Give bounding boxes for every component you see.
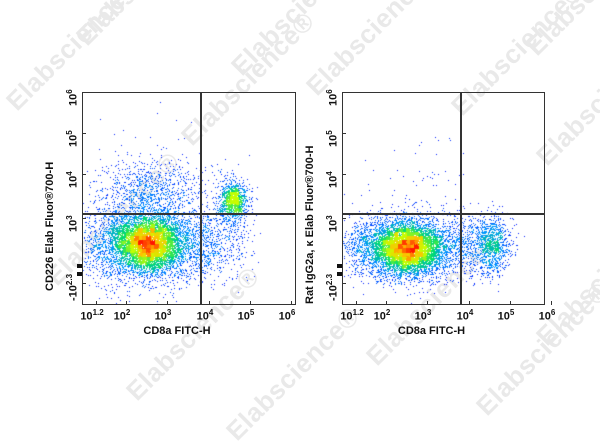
scatter-density-right (342, 92, 545, 305)
watermark-text: Elabscience® (300, 0, 446, 102)
y-tick-label: 104 (65, 171, 80, 188)
watermark-text: Elabscience® (520, 0, 600, 62)
x-tick-mark (551, 301, 552, 305)
watermark-text: Elabscience® (120, 260, 266, 407)
watermark-text: Elabscience® (175, 5, 321, 152)
y-tick-mark (342, 283, 346, 284)
quadrant-gate-vertical-left[interactable] (200, 92, 202, 305)
quadrant-gate-horizontal-left[interactable] (82, 213, 296, 215)
y-tick-label: 105 (65, 130, 80, 147)
y-tick-label: 106 (65, 89, 80, 106)
x-tick-label: 103 (154, 308, 172, 323)
axis-zero-marker (337, 264, 342, 268)
watermark-text: Elabscience® (360, 225, 506, 372)
y-tick-mark (342, 133, 346, 134)
watermark-text: Elabscience® (530, 25, 600, 172)
x-tick-label: 103 (414, 308, 432, 323)
plot-cd226-vs-cd8a: 101.2 102 103 104 105 106 106 105 104 103 -102.3 … (44, 89, 296, 337)
y-tick-label: 104 (325, 171, 340, 188)
y-tick-mark (342, 174, 346, 175)
x-tick-mark (209, 301, 210, 305)
x-tick-label: 104 (196, 308, 214, 323)
x-tick-mark (291, 301, 292, 305)
y-axis-label-right: Rat IgG2a, κ Elab Fluor®700-H (304, 145, 316, 304)
x-tick-mark (386, 301, 387, 305)
quadrant-gate-horizontal-right[interactable] (342, 213, 545, 215)
watermark-text: Elabscience® (530, 205, 600, 352)
axis-zero-marker (77, 264, 82, 268)
y-tick-mark (82, 174, 86, 175)
watermark-text: Elabscience® (445, 0, 591, 122)
y-tick-label: 106 (325, 89, 340, 106)
y-tick-mark (82, 283, 86, 284)
y-tick-label: 103 (325, 215, 340, 232)
y-tick-label: 103 (65, 215, 80, 232)
x-tick-label: 105 (497, 308, 515, 323)
x-tick-mark (356, 301, 357, 305)
x-tick-label: 106 (538, 308, 556, 323)
quadrant-gate-vertical-right[interactable] (460, 92, 462, 305)
watermark-text: Elabscience® (0, 0, 146, 117)
x-tick-label: 102 (113, 308, 131, 323)
x-tick-mark (126, 301, 127, 305)
y-tick-mark (342, 92, 346, 93)
y-tick-mark (82, 218, 86, 219)
x-tick-mark (96, 301, 97, 305)
y-tick-mark (342, 218, 346, 219)
plot-frame-right (342, 92, 545, 305)
x-tick-mark (510, 301, 511, 305)
axis-zero-marker (337, 272, 342, 276)
x-tick-label: 101.2 (80, 308, 104, 323)
x-tick-mark (167, 301, 168, 305)
axis-zero-marker (77, 272, 82, 276)
y-tick-label: -102.3 (325, 273, 340, 301)
x-tick-mark (427, 301, 428, 305)
plot-isotype-vs-cd8a: 101.2 102 103 104 105 106 106 105 104 103 -102.3 … (304, 89, 556, 337)
y-tick-label: -102.3 (65, 273, 80, 301)
x-tick-mark (469, 301, 470, 305)
y-tick-label: 105 (325, 130, 340, 147)
watermark-text: Elabscience® (225, 0, 371, 82)
x-axis-label-left: CD8a FITC-H (143, 325, 211, 337)
scatter-density-left (82, 92, 296, 305)
x-tick-label: 106 (278, 308, 296, 323)
x-tick-label: 101.2 (340, 308, 364, 323)
watermark-text: Elabscience® (470, 275, 600, 422)
x-axis-label-right: CD8a FITC-H (397, 325, 466, 337)
plot-frame-left (82, 92, 296, 305)
y-tick-mark (82, 133, 86, 134)
x-tick-mark (250, 301, 251, 305)
watermark-text: Elabscience® (220, 300, 366, 447)
x-tick-label: 105 (237, 308, 255, 323)
x-tick-label: 104 (456, 308, 474, 323)
x-tick-label: 102 (373, 308, 391, 323)
watermark-text: Elabscience® (40, 145, 186, 292)
y-axis-label-left: CD226 Elab Fluor®700-H (44, 161, 56, 291)
watermark-text: Elabscience® (70, 0, 216, 52)
y-tick-mark (82, 92, 86, 93)
